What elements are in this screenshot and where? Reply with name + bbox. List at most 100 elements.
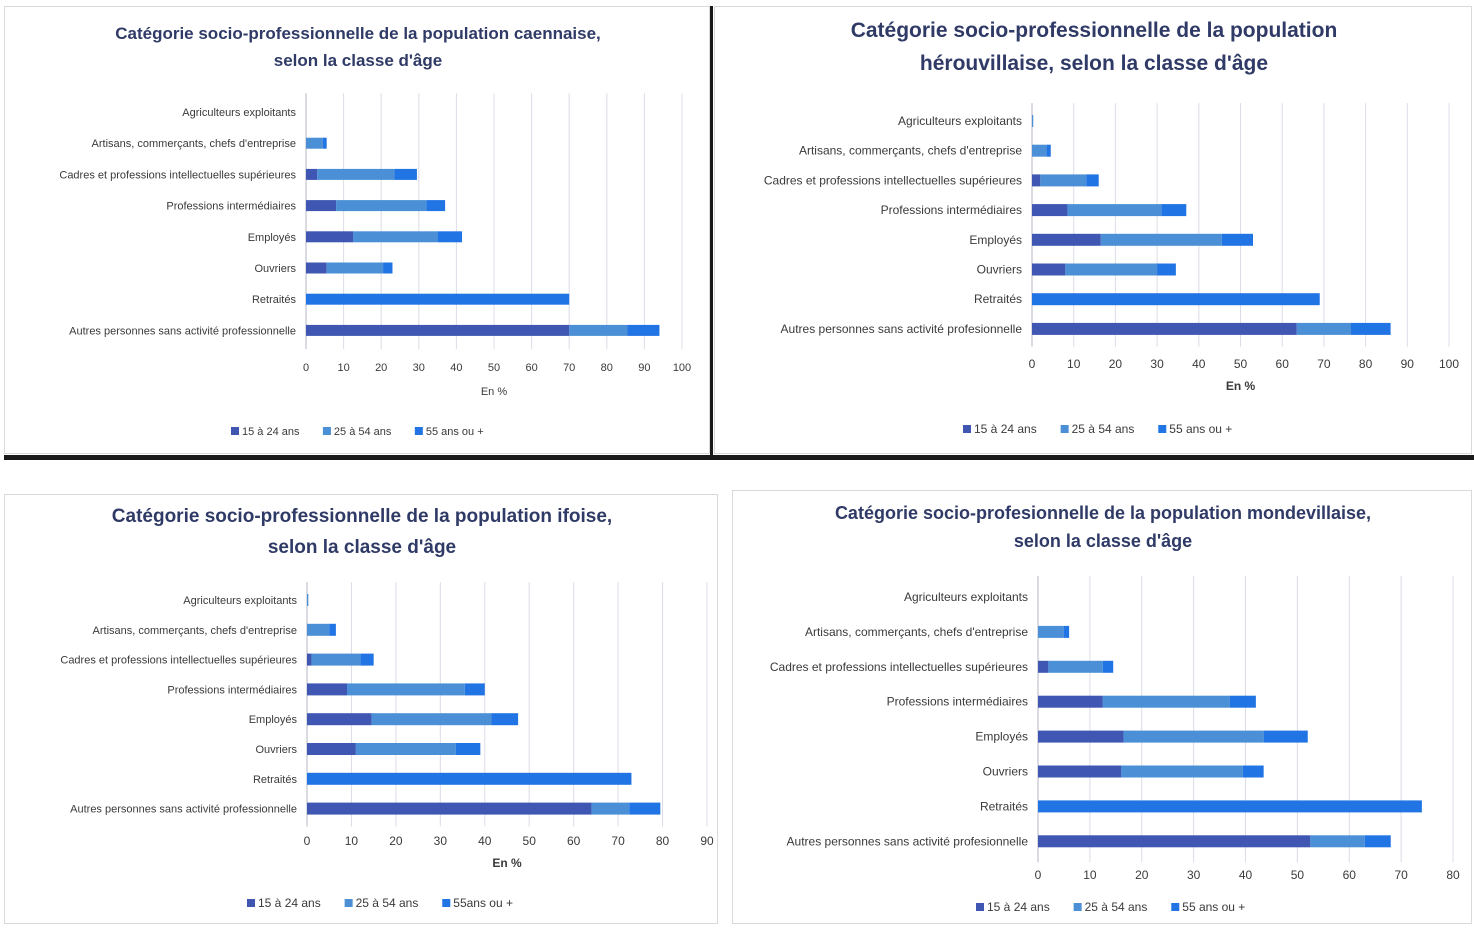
x-tick-label: 40 — [450, 362, 462, 374]
x-tick-label: 30 — [1150, 357, 1164, 371]
bar-segment-0 — [306, 231, 353, 243]
bar-segment-2 — [1221, 233, 1254, 246]
bar-segment-1 — [1123, 730, 1264, 743]
x-tick-label: 20 — [389, 834, 403, 848]
category-label: Retraités — [253, 774, 298, 786]
bar-segment-2 — [437, 231, 463, 243]
category-label: Professions intermédiaires — [887, 695, 1028, 709]
legend-swatch — [963, 425, 971, 433]
legend-swatch — [1158, 425, 1167, 433]
x-tick-label: 20 — [375, 362, 387, 374]
bar-segment-2 — [1161, 204, 1187, 217]
bar-segment-0 — [1032, 204, 1068, 217]
bar-segment-1 — [336, 200, 427, 212]
chart-title-line: selon la classe d'âge — [274, 51, 442, 70]
bar-segment-0 — [1032, 322, 1297, 335]
bar-segment-1 — [353, 231, 438, 243]
x-tick-label: 90 — [1401, 357, 1415, 371]
bar-segment-2 — [629, 802, 661, 815]
x-tick-label: 80 — [656, 834, 670, 848]
bar-segment-2 — [1263, 730, 1308, 743]
category-label: Cadres et professions intellectuelles su… — [764, 173, 1022, 187]
category-label: Retraités — [252, 294, 297, 306]
bar-segment-1 — [317, 168, 395, 180]
bar-segment-2 — [322, 137, 327, 149]
bar-segment-2 — [307, 772, 632, 785]
x-tick-label: 90 — [700, 834, 714, 848]
bar-segment-0 — [307, 653, 312, 666]
bar-segment-0 — [306, 324, 570, 336]
bar-segment-1 — [355, 743, 456, 755]
legend-label: 25 à 54 ans — [1085, 900, 1148, 914]
bar-segment-1 — [1038, 625, 1064, 638]
bar-segment-1 — [1100, 233, 1222, 246]
x-tick-label: 10 — [1067, 357, 1081, 371]
category-label: Autres personnes sans activité professio… — [69, 325, 296, 337]
bar-segment-2 — [360, 653, 374, 666]
bar-segment-1 — [1310, 835, 1365, 848]
chart-panel-herouvillaise: Catégorie socio-professionnelle de la po… — [714, 6, 1472, 454]
bar-segment-2 — [329, 623, 336, 636]
bar-segment-2 — [1063, 625, 1070, 638]
bar-segment-2 — [491, 713, 519, 726]
bar-segment-2 — [1032, 293, 1320, 306]
chart-panel-caennaise: Catégorie socio-professionnelle de la po… — [4, 6, 710, 454]
bar-segment-0 — [1032, 263, 1066, 276]
bar-segment-0 — [1038, 765, 1121, 778]
x-tick-label: 40 — [1239, 868, 1253, 882]
x-axis-label: En % — [1226, 379, 1256, 393]
category-label: Employés — [969, 233, 1022, 247]
category-label: Agriculteurs exploitants — [898, 114, 1022, 128]
legend-label: 55 ans ou + — [426, 426, 484, 438]
chart-herouvillaise: Catégorie socio-professionnelle de la po… — [764, 19, 1459, 436]
bar-segment-0 — [307, 802, 592, 815]
bar-segment-0 — [306, 262, 327, 274]
category-label: Professions intermédiaires — [167, 684, 297, 696]
legend-swatch — [1171, 903, 1180, 911]
x-tick-label: 80 — [1446, 868, 1460, 882]
legend-swatch — [976, 903, 984, 911]
panel-divider — [4, 455, 1474, 460]
bar-segment-2 — [306, 293, 570, 305]
legend-label: 15 à 24 ans — [242, 426, 300, 438]
bar-segment-1 — [591, 802, 630, 815]
category-label: Artisans, commerçants, chefs d'entrepris… — [805, 625, 1028, 639]
bar-segment-1 — [371, 713, 492, 726]
legend-label: 25 à 54 ans — [356, 896, 419, 910]
legend-swatch — [322, 427, 331, 435]
x-tick-label: 10 — [345, 834, 359, 848]
bar-segment-2 — [1364, 835, 1391, 848]
x-tick-label: 10 — [1083, 868, 1097, 882]
x-tick-label: 70 — [1317, 357, 1331, 371]
category-label: Ouvriers — [254, 263, 296, 275]
x-tick-label: 100 — [1439, 357, 1459, 371]
x-tick-label: 70 — [1394, 868, 1408, 882]
x-axis-label: En % — [481, 386, 508, 398]
category-label: Cadres et professions intellectuelles su… — [770, 660, 1028, 674]
legend-swatch — [231, 427, 239, 435]
bar-segment-0 — [1038, 660, 1049, 673]
x-tick-label: 50 — [523, 834, 537, 848]
legend-swatch — [1073, 903, 1082, 911]
bar-segment-0 — [307, 713, 372, 726]
bar-segment-1 — [1067, 204, 1162, 217]
x-tick-label: 50 — [1291, 868, 1305, 882]
category-label: Agriculteurs exploitants — [904, 590, 1028, 604]
chart-title-line: selon la classe d'âge — [268, 537, 456, 558]
x-tick-label: 0 — [304, 834, 311, 848]
bar-segment-2 — [394, 168, 417, 180]
category-label: Autres personnes sans activité profesion… — [787, 834, 1029, 848]
bar-segment-2 — [627, 324, 660, 336]
x-tick-label: 60 — [567, 834, 581, 848]
category-label: Artisans, commerçants, chefs d'entrepris… — [93, 625, 297, 637]
bar-segment-2 — [455, 743, 481, 755]
legend-label: 55 ans ou + — [1169, 422, 1232, 436]
legend-swatch — [247, 899, 255, 907]
x-axis-label: En % — [492, 856, 522, 870]
bar-segment-0 — [1032, 233, 1101, 246]
x-tick-label: 60 — [1343, 868, 1357, 882]
x-tick-label: 30 — [1187, 868, 1201, 882]
chart-caennaise: Catégorie socio-professionnelle de la po… — [59, 24, 691, 438]
bar-segment-0 — [306, 200, 337, 212]
category-label: Autres personnes sans activité professio… — [70, 804, 297, 816]
